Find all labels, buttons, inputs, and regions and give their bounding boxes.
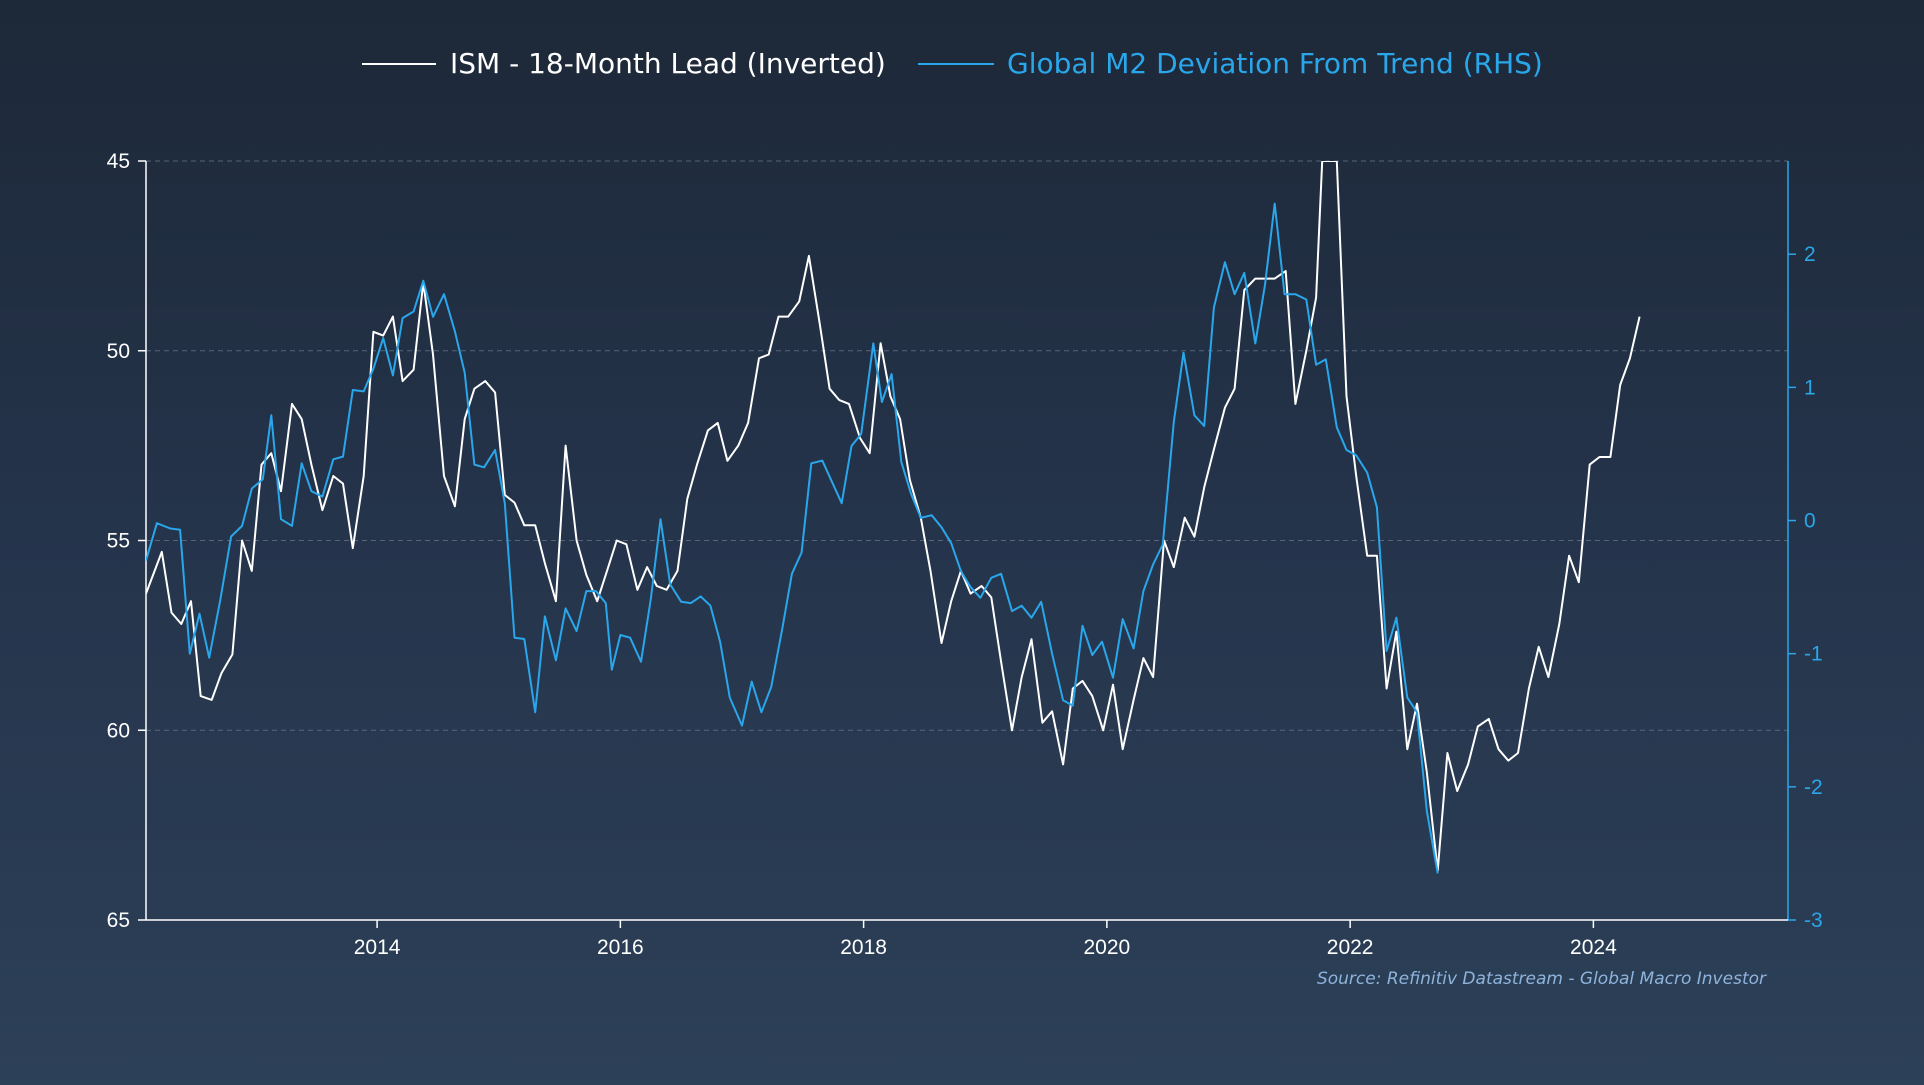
x-tick-label: 2016 [597, 936, 644, 959]
y-left-tick-label: 60 [107, 719, 130, 742]
grid [146, 160, 1788, 731]
y-right-tick-label: 2 [1804, 243, 1816, 266]
ism-series-line [146, 161, 1641, 872]
x-tick-label: 2020 [1084, 936, 1131, 959]
y-left-tick-label: 65 [107, 909, 130, 932]
y-left-tick-label: 45 [107, 150, 130, 173]
y-right-tick-label: -1 [1804, 643, 1823, 666]
legend: ISM - 18-Month Lead (Inverted) Global M2… [362, 47, 1543, 80]
y-right-tick-label: 1 [1804, 376, 1816, 399]
y-left-tick-label: 50 [107, 340, 130, 363]
y-right-tick-label: -2 [1804, 776, 1823, 799]
y-right-tick-label: -3 [1804, 909, 1823, 932]
legend-ism-label: ISM - 18-Month Lead (Inverted) [450, 47, 886, 80]
x-tick-label: 2018 [840, 936, 887, 959]
x-tick-label: 2014 [354, 936, 401, 959]
legend-m2-label: Global M2 Deviation From Trend (RHS) [1007, 47, 1543, 80]
series-layer [146, 161, 1641, 874]
source-note: Source: Refinitiv Datastream - Global Ma… [1317, 969, 1767, 989]
x-tick-label: 2024 [1570, 936, 1617, 959]
axes: 45 50 55 60 65 2 1 0 -1 -2 -3 2014 2016 2018 2020 2022 2… [107, 150, 1823, 959]
x-tick-label: 2022 [1327, 936, 1374, 959]
y-right-tick-label: 0 [1804, 510, 1816, 533]
m2-series-line [146, 202, 1439, 874]
y-left-tick-label: 55 [107, 530, 130, 553]
